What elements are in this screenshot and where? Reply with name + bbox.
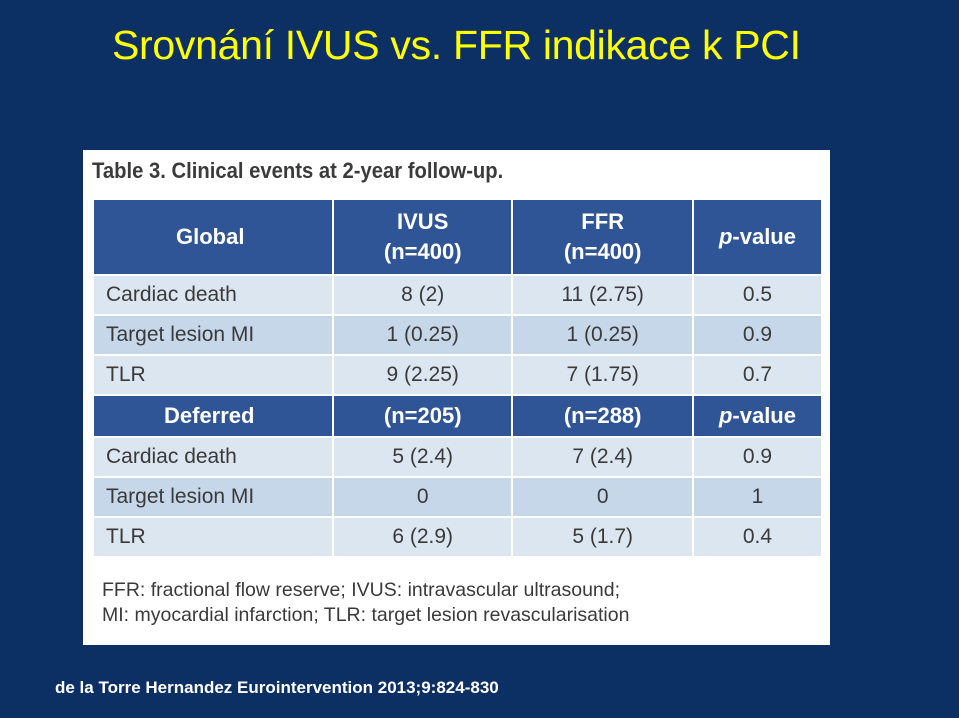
row-label: Target lesion MI xyxy=(94,478,332,516)
p-value: 0.9 xyxy=(693,438,821,476)
table-row: Cardiac death 8 (2) 11 (2.75) 0.5 xyxy=(94,276,821,314)
header-global: Global xyxy=(94,200,332,274)
table-footnote: FFR: fractional flow reserve; IVUS: intr… xyxy=(102,578,629,628)
table-row: Target lesion MI 1 (0.25) 1 (0.25) 0.9 xyxy=(94,316,821,354)
header-ffr: FFR (n=400) xyxy=(513,200,692,274)
header-p-italic: p xyxy=(718,403,733,428)
ffr-value: 1 (0.25) xyxy=(513,316,692,354)
ffr-value: 7 (2.4) xyxy=(513,438,692,476)
p-value: 0.9 xyxy=(693,316,821,354)
header-ffr-n: (n=400) xyxy=(563,239,642,264)
citation: de la Torre Hernandez Eurointervention 2… xyxy=(55,678,499,697)
ivus-value: 1 (0.25) xyxy=(333,316,512,354)
header-ivus: IVUS (n=400) xyxy=(333,200,512,274)
header-p-suffix: -value xyxy=(732,224,796,249)
table-row: Target lesion MI 0 0 1 xyxy=(94,478,821,516)
header-deferred-ivus-n: (n=205) xyxy=(333,396,512,436)
ffr-value: 0 xyxy=(513,478,692,516)
header-p-italic: p xyxy=(718,224,733,249)
ivus-value: 0 xyxy=(333,478,512,516)
table-image-panel: Table 3. Clinical events at 2-year follo… xyxy=(83,150,830,645)
deferred-header-row: Deferred (n=205) (n=288) p-value xyxy=(94,396,821,436)
header-ivus-n: (n=400) xyxy=(383,239,462,264)
row-label: Cardiac death xyxy=(94,276,332,314)
row-label: TLR xyxy=(94,356,332,394)
ivus-value: 5 (2.4) xyxy=(333,438,512,476)
global-header-row: Global IVUS (n=400) FFR (n=400) p-value xyxy=(94,200,821,274)
p-value: 0.5 xyxy=(693,276,821,314)
header-p-suffix: -value xyxy=(732,403,796,428)
ivus-value: 9 (2.25) xyxy=(333,356,512,394)
header-p-value: p-value xyxy=(693,200,821,274)
header-deferred-p-value: p-value xyxy=(693,396,821,436)
table-row: TLR 9 (2.25) 7 (1.75) 0.7 xyxy=(94,356,821,394)
p-value: 0.7 xyxy=(693,356,821,394)
table-row: Cardiac death 5 (2.4) 7 (2.4) 0.9 xyxy=(94,438,821,476)
ivus-value: 8 (2) xyxy=(333,276,512,314)
footnote-line: MI: myocardial infarction; TLR: target l… xyxy=(102,604,630,626)
row-label: TLR xyxy=(94,518,332,556)
slide-title: Srovnání IVUS vs. FFR indikace k PCI xyxy=(112,22,801,68)
ivus-value: 6 (2.9) xyxy=(333,518,512,556)
table-caption: Table 3. Clinical events at 2-year follo… xyxy=(92,158,504,183)
footnote-line: FFR: fractional flow reserve; IVUS: intr… xyxy=(102,579,621,601)
ffr-value: 11 (2.75) xyxy=(513,276,692,314)
row-label: Cardiac death xyxy=(94,438,332,476)
header-ffr-name: FFR xyxy=(581,209,625,234)
row-label: Target lesion MI xyxy=(94,316,332,354)
p-value: 0.4 xyxy=(693,518,821,556)
table-row: TLR 6 (2.9) 5 (1.7) 0.4 xyxy=(94,518,821,556)
p-value: 1 xyxy=(693,478,821,516)
ffr-value: 7 (1.75) xyxy=(513,356,692,394)
clinical-events-table: Global IVUS (n=400) FFR (n=400) p-value Ca… xyxy=(92,198,823,558)
header-ivus-name: IVUS xyxy=(397,209,449,234)
header-deferred-ffr-n: (n=288) xyxy=(513,396,692,436)
header-deferred: Deferred xyxy=(94,396,332,436)
ffr-value: 5 (1.7) xyxy=(513,518,692,556)
